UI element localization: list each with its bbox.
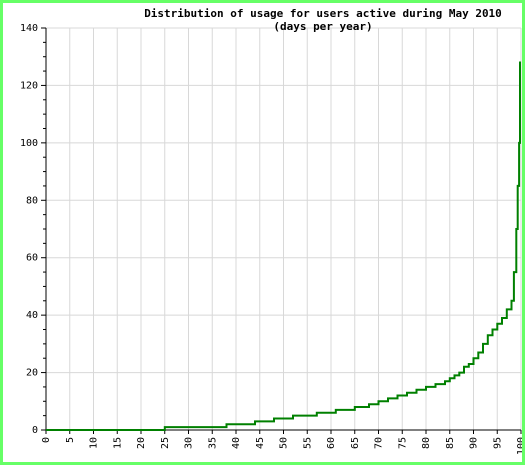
x-tick-label: 75: [397, 437, 408, 449]
series-line: [46, 61, 521, 431]
y-tick-label: 20: [26, 368, 38, 379]
x-tick-labels: 0 5 10 15 20 25 30 35 40 45 50 55 60 65 70 75 80 85 90 95 10…: [41, 437, 522, 455]
x-tick-label: 80: [421, 437, 432, 449]
y-tick-label: 60: [26, 253, 38, 264]
x-tick-label: 100: [516, 437, 522, 455]
x-tick-label: 20: [136, 437, 147, 449]
x-tick-label: 50: [279, 437, 290, 449]
usage-distribution-chart: 0 20 40 60 80 100 120 140 0 5 10 15 20 25 30 35 40 45 50 5…: [20, 7, 522, 455]
x-tick-label: 95: [492, 437, 503, 449]
x-tick-label: 45: [255, 437, 266, 449]
x-tick-label: 90: [469, 437, 480, 449]
x-tick-label: 35: [207, 437, 218, 449]
x-tick-label: 40: [231, 437, 242, 449]
x-tick-label: 25: [160, 437, 171, 449]
x-tick-label: 85: [445, 437, 456, 449]
y-tick-label: 140: [20, 23, 38, 34]
grid-lines: [45, 27, 522, 431]
x-tick-label: 5: [65, 437, 76, 443]
x-tick-label: 0: [41, 437, 52, 443]
y-tick-label: 0: [32, 425, 38, 436]
x-tick-label: 65: [350, 437, 361, 449]
x-tick-label: 15: [112, 437, 123, 449]
chart-title: Distribution of usage for users active d…: [144, 7, 502, 20]
x-tick-label: 10: [89, 437, 100, 449]
y-tick-label: 40: [26, 310, 38, 321]
x-tick-label: 30: [184, 437, 195, 449]
y-tick-label: 100: [20, 138, 38, 149]
y-tick-label: 80: [26, 195, 38, 206]
y-tick-label: 120: [20, 80, 38, 91]
chart-subtitle: (days per year): [273, 20, 372, 33]
x-tick-label: 70: [374, 437, 385, 449]
x-tick-label: 55: [302, 437, 313, 449]
series-group: [46, 61, 521, 431]
axes: [41, 27, 522, 434]
y-tick-labels: 0 20 40 60 80 100 120 140: [20, 23, 38, 436]
x-tick-label: 60: [326, 437, 337, 449]
